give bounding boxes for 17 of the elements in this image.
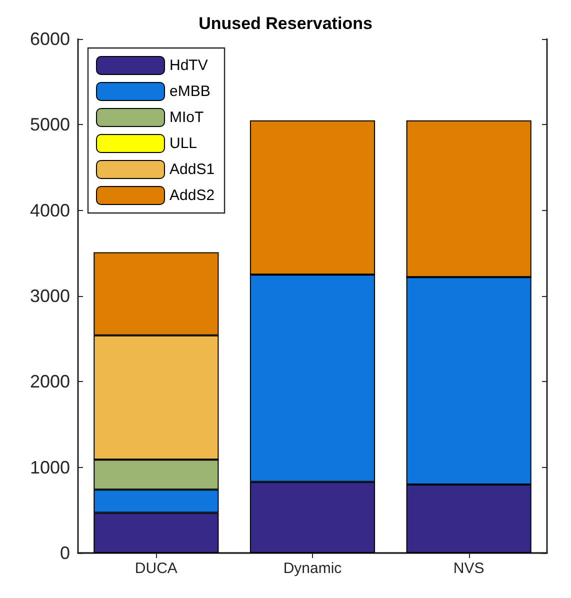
legend-label: ULL (170, 135, 198, 152)
chart-title: Unused Reservations (198, 14, 372, 33)
y-tick-label: 1000 (30, 457, 70, 478)
x-tick-label: NVS (453, 560, 484, 577)
legend-label: MIoT (170, 109, 204, 126)
legend-label: AddS2 (170, 187, 215, 204)
legend-label: eMBB (170, 83, 210, 100)
y-tick-label: 6000 (30, 29, 70, 49)
x-tick-label: Dynamic (283, 560, 342, 577)
y-tick-label: 0 (60, 543, 70, 563)
y-tick-label: 5000 (30, 114, 70, 135)
legend-label: AddS1 (170, 161, 215, 178)
y-tick-label: 2000 (30, 372, 70, 392)
x-tick-label: DUCA (134, 560, 178, 577)
legend-label: HdTV (170, 57, 208, 74)
y-tick-label: 4000 (30, 200, 70, 220)
y-tick-label: 3000 (30, 286, 70, 306)
